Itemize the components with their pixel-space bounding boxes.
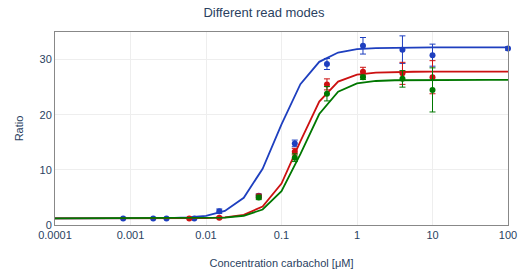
svg-text:10: 10 bbox=[426, 229, 438, 241]
svg-text:Ratio: Ratio bbox=[13, 116, 25, 142]
svg-text:10: 10 bbox=[40, 164, 52, 176]
svg-text:Different read modes: Different read modes bbox=[203, 5, 325, 20]
svg-text:0: 0 bbox=[46, 219, 52, 231]
svg-text:100: 100 bbox=[499, 229, 517, 241]
svg-text:20: 20 bbox=[40, 109, 52, 121]
svg-text:0.1: 0.1 bbox=[274, 229, 289, 241]
svg-text:1: 1 bbox=[354, 229, 360, 241]
svg-text:30: 30 bbox=[40, 53, 52, 65]
svg-text:0.001: 0.001 bbox=[117, 229, 145, 241]
svg-text:0.01: 0.01 bbox=[195, 229, 216, 241]
svg-text:Concentration carbachol [μM]: Concentration carbachol [μM] bbox=[210, 257, 354, 269]
svg-text:0.0001: 0.0001 bbox=[38, 229, 72, 241]
